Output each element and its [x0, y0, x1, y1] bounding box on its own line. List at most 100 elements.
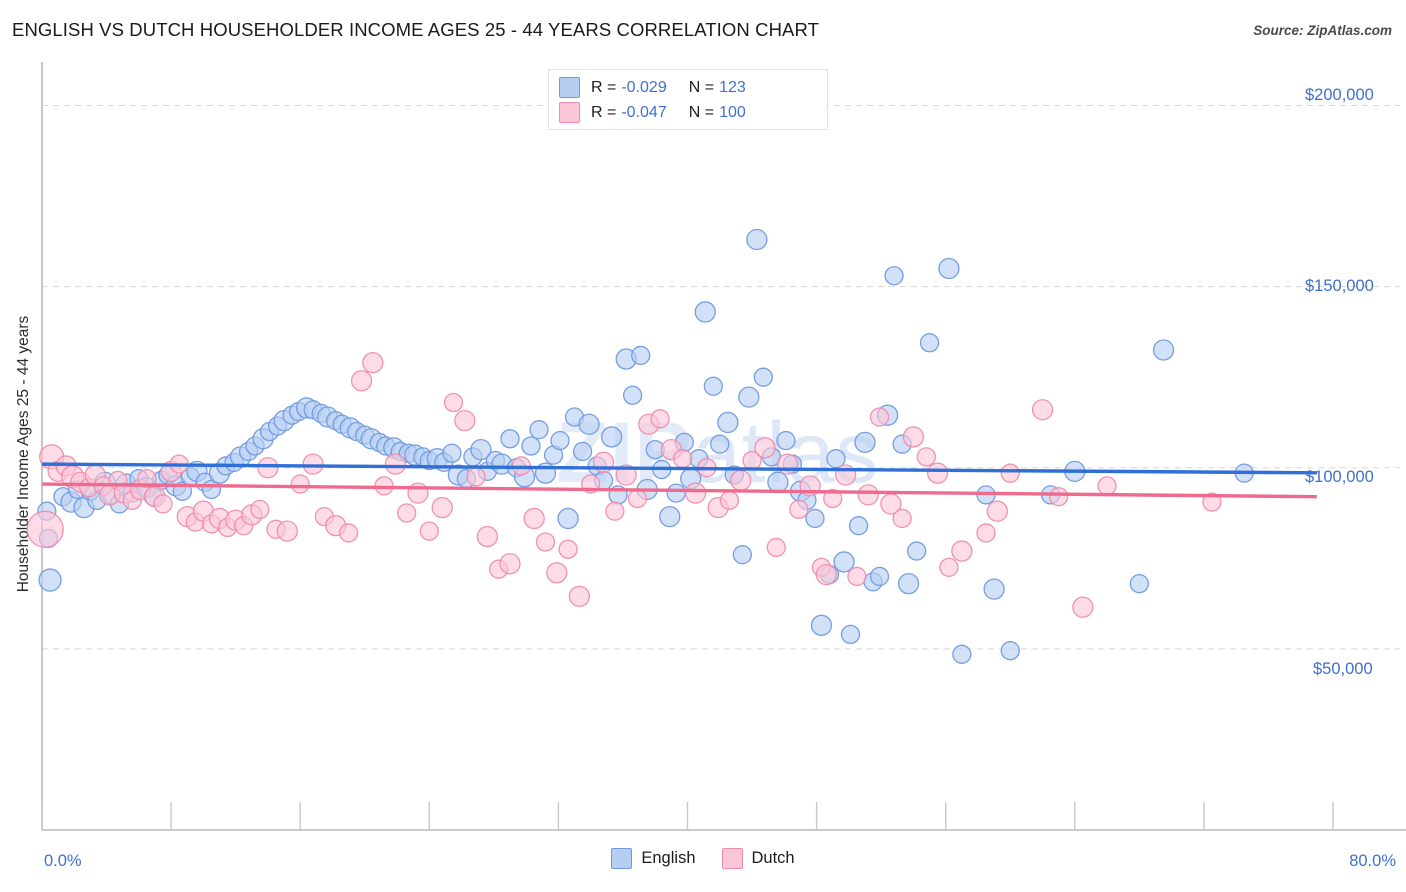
data-point[interactable]: [500, 429, 520, 449]
data-point[interactable]: [523, 507, 545, 530]
data-point[interactable]: [848, 516, 869, 536]
data-point[interactable]: [753, 367, 773, 387]
legend-item-english[interactable]: English: [611, 848, 696, 869]
data-point[interactable]: [939, 557, 959, 578]
data-point[interactable]: [919, 333, 940, 353]
data-point[interactable]: [550, 430, 570, 451]
data-point[interactable]: [884, 266, 904, 286]
data-point[interactable]: [659, 505, 681, 528]
data-point[interactable]: [257, 457, 279, 479]
data-point[interactable]: [823, 488, 843, 509]
data-point[interactable]: [719, 490, 740, 510]
data-point[interactable]: [847, 566, 867, 587]
data-point[interactable]: [833, 551, 855, 573]
data-point[interactable]: [442, 443, 462, 463]
data-point[interactable]: [717, 411, 739, 434]
data-point[interactable]: [546, 562, 568, 584]
data-point[interactable]: [897, 573, 920, 595]
data-point[interactable]: [153, 494, 173, 514]
data-point[interactable]: [854, 431, 876, 454]
data-point[interactable]: [137, 468, 157, 489]
data-point[interactable]: [710, 434, 730, 454]
data-point[interactable]: [684, 482, 707, 504]
data-point[interactable]: [443, 392, 464, 413]
data-point[interactable]: [419, 521, 439, 541]
data-point[interactable]: [869, 407, 890, 427]
data-point[interactable]: [454, 409, 476, 432]
data-point[interactable]: [397, 503, 417, 523]
data-point[interactable]: [694, 301, 716, 323]
data-point[interactable]: [1049, 487, 1069, 507]
data-point[interactable]: [470, 438, 492, 461]
data-point[interactable]: [902, 426, 925, 448]
data-point[interactable]: [1072, 596, 1094, 618]
data-point[interactable]: [810, 614, 833, 636]
data-point[interactable]: [302, 453, 324, 475]
data-point[interactable]: [1000, 463, 1020, 483]
data-point[interactable]: [1031, 399, 1054, 421]
data-point[interactable]: [754, 437, 776, 459]
data-point[interactable]: [732, 545, 753, 565]
data-point[interactable]: [766, 537, 786, 558]
data-point[interactable]: [627, 488, 648, 509]
legend-item-dutch[interactable]: Dutch: [721, 848, 795, 869]
data-point[interactable]: [605, 501, 625, 521]
data-point[interactable]: [290, 474, 310, 494]
data-point[interactable]: [869, 566, 890, 587]
data-point[interactable]: [666, 483, 686, 503]
data-point[interactable]: [926, 462, 949, 484]
data-point[interactable]: [535, 532, 556, 552]
data-point[interactable]: [622, 385, 643, 405]
data-point[interactable]: [776, 453, 799, 475]
data-point[interactable]: [384, 453, 407, 475]
data-point[interactable]: [431, 496, 453, 519]
data-point[interactable]: [1202, 492, 1222, 512]
data-point[interactable]: [276, 520, 298, 542]
data-point[interactable]: [673, 449, 693, 469]
data-point[interactable]: [521, 436, 541, 456]
data-point[interactable]: [568, 585, 591, 607]
data-point[interactable]: [572, 441, 593, 462]
data-point[interactable]: [499, 553, 521, 575]
data-point[interactable]: [557, 507, 579, 530]
data-point[interactable]: [805, 508, 825, 529]
data-point[interactable]: [789, 499, 809, 520]
data-point[interactable]: [738, 386, 760, 408]
data-point[interactable]: [338, 523, 359, 543]
data-point[interactable]: [730, 469, 752, 492]
data-point[interactable]: [983, 578, 1005, 600]
data-point[interactable]: [1000, 641, 1020, 661]
data-point[interactable]: [1097, 476, 1117, 496]
data-point[interactable]: [578, 413, 600, 435]
data-point[interactable]: [826, 449, 846, 469]
data-point[interactable]: [650, 409, 670, 429]
data-point[interactable]: [466, 467, 486, 487]
data-point[interactable]: [601, 426, 623, 448]
data-point[interactable]: [350, 370, 373, 392]
data-point[interactable]: [815, 563, 837, 586]
data-point[interactable]: [746, 228, 768, 251]
data-point[interactable]: [615, 464, 637, 486]
data-point[interactable]: [892, 508, 912, 529]
data-point[interactable]: [951, 540, 973, 562]
data-point[interactable]: [250, 499, 270, 520]
data-point[interactable]: [776, 430, 796, 451]
data-point[interactable]: [1152, 339, 1175, 361]
data-point[interactable]: [38, 568, 62, 592]
data-point[interactable]: [767, 471, 789, 493]
data-point[interactable]: [558, 539, 578, 559]
data-point[interactable]: [907, 541, 927, 561]
data-point[interactable]: [976, 523, 996, 543]
data-point[interactable]: [703, 376, 723, 396]
data-point[interactable]: [916, 447, 936, 467]
data-point[interactable]: [952, 644, 972, 664]
data-point[interactable]: [857, 484, 879, 506]
data-point[interactable]: [529, 420, 549, 440]
data-point[interactable]: [840, 624, 861, 645]
data-point[interactable]: [362, 352, 384, 374]
data-point[interactable]: [26, 510, 64, 548]
data-point[interactable]: [986, 500, 1008, 522]
data-point[interactable]: [631, 345, 651, 366]
data-point[interactable]: [1129, 574, 1149, 594]
data-point[interactable]: [476, 525, 499, 548]
